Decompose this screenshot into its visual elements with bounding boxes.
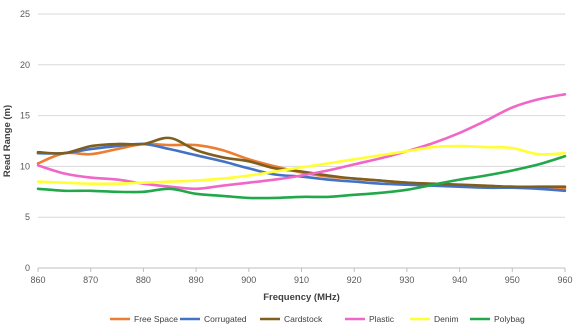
- x-tick-label: 920: [347, 275, 362, 285]
- x-tick-label: 930: [399, 275, 414, 285]
- legend-label-plastic: Plastic: [369, 314, 395, 324]
- y-tick-label: 15: [20, 111, 30, 121]
- x-tick-label: 960: [557, 275, 572, 285]
- x-tick-label: 940: [452, 275, 467, 285]
- series-line-cardstock: [36, 136, 567, 189]
- x-tick-label: 870: [83, 275, 98, 285]
- y-tick-label: 10: [20, 161, 30, 171]
- legend-label-cardstock: Cardstock: [284, 314, 323, 324]
- x-tick-label: 890: [189, 275, 204, 285]
- legend: Free Space Corrugated Cardstock Plastic Deni…: [110, 314, 525, 324]
- y-axis-title: Read Range (m): [2, 105, 13, 177]
- series-line-denim: [36, 144, 567, 186]
- x-tick-label: 860: [30, 275, 45, 285]
- series-lines: [36, 93, 567, 200]
- series-line-polybag: [36, 154, 567, 200]
- y-tick-label: 20: [20, 60, 30, 70]
- x-tick-label: 880: [136, 275, 151, 285]
- y-tick-label: 0: [25, 263, 30, 273]
- legend-label-corrugated: Corrugated: [204, 314, 247, 324]
- y-tick-label: 25: [20, 9, 30, 19]
- legend-label-free-space: Free Space: [134, 314, 178, 324]
- legend-label-denim: Denim: [434, 314, 459, 324]
- x-tick-label: 910: [294, 275, 309, 285]
- y-tick-label: 5: [25, 212, 30, 222]
- x-tick-label: 900: [241, 275, 256, 285]
- x-tick-label: 950: [505, 275, 520, 285]
- x-axis-title: Frequency (MHz): [263, 292, 340, 303]
- series-line-plastic: [36, 93, 567, 191]
- axes: 0 5 10 15 20 25 860 870 880 890 900 910 920 930 940 950…: [20, 9, 573, 285]
- legend-label-polybag: Polybag: [494, 314, 525, 324]
- gridlines: [38, 13, 565, 269]
